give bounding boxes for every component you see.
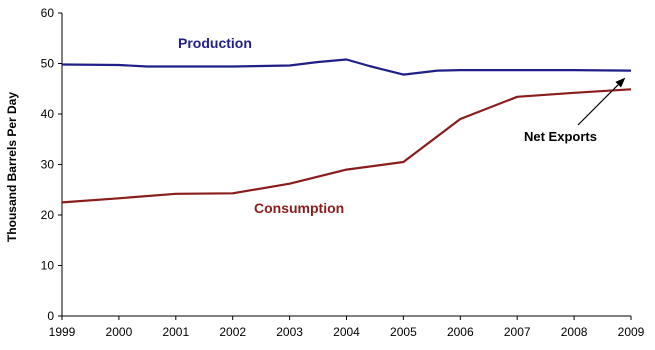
series-label-production: Production (178, 35, 252, 51)
x-tick-label: 2009 (618, 325, 645, 339)
x-tick-label: 2007 (504, 325, 531, 339)
x-tick-label: 2001 (162, 325, 189, 339)
y-tick-label: 0 (47, 309, 54, 323)
series-lines (61, 58, 632, 204)
series-line-consumption (61, 88, 632, 204)
y-tick-label: 60 (41, 6, 55, 20)
net-exports-arrow (577, 84, 619, 126)
y-tick-label: 40 (41, 107, 55, 121)
x-tick-label: 2003 (276, 325, 303, 339)
y-axis-label: Thousand Barrels Per Day (5, 92, 19, 242)
series-line-production (61, 58, 632, 76)
x-tick-label: 2002 (219, 325, 246, 339)
x-tick-label: 2006 (447, 325, 474, 339)
x-tick-label: 2004 (333, 325, 360, 339)
net-exports-arrowhead (615, 77, 626, 88)
x-tick-label: 2005 (390, 325, 417, 339)
y-ticks: 0 10 20 30 40 50 60 (41, 6, 62, 323)
y-tick-label: 30 (41, 158, 55, 172)
y-tick-label: 50 (41, 57, 55, 71)
net-exports-label: Net Exports (524, 129, 597, 144)
x-tick-label: 2000 (106, 325, 133, 339)
x-ticks: 1999 2000 2001 2002 2003 2004 2005 2006 2007 2008… (49, 316, 645, 339)
annotation-net-exports: Net Exports (524, 77, 626, 144)
x-tick-label: 2008 (561, 325, 588, 339)
x-tick-label: 1999 (49, 325, 76, 339)
y-tick-label: 20 (41, 208, 55, 222)
series-label-consumption: Consumption (254, 200, 344, 216)
y-tick-label: 10 (41, 259, 55, 273)
